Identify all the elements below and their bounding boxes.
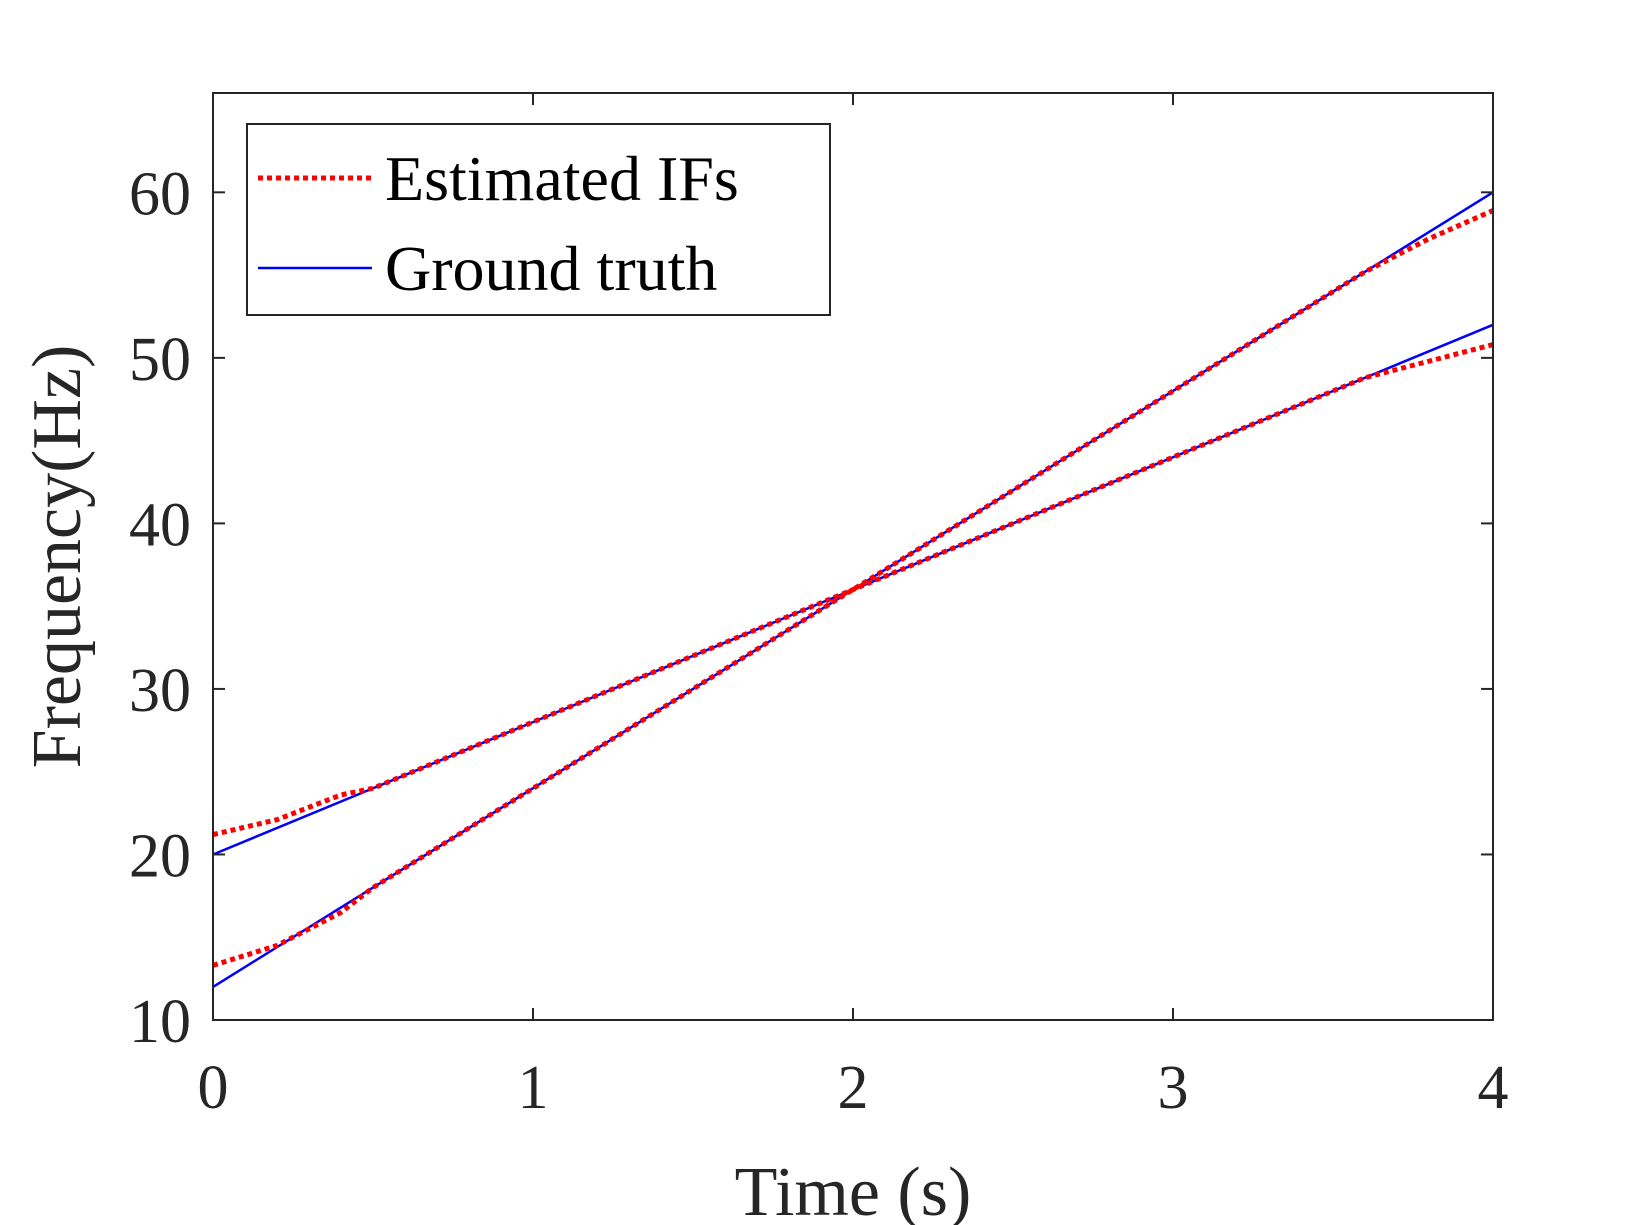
x-tick-label: 2 bbox=[838, 1054, 869, 1122]
x-tick-label: 4 bbox=[1478, 1054, 1509, 1122]
x-tick-label: 3 bbox=[1158, 1054, 1189, 1122]
x-tick-label: 0 bbox=[198, 1054, 229, 1122]
y-tick-label: 60 bbox=[129, 160, 191, 228]
legend-box bbox=[246, 123, 831, 316]
y-axis-title: Frequency(Hz) bbox=[19, 345, 96, 769]
legend-label-ground-truth: Ground truth bbox=[385, 233, 717, 304]
x-axis-title: Time (s) bbox=[735, 1154, 972, 1225]
legend: Estimated IFs Ground truth bbox=[246, 123, 831, 316]
estimated-if-line-1 bbox=[212, 208, 1495, 968]
y-tick-label: 30 bbox=[129, 657, 191, 725]
y-tick-label: 20 bbox=[129, 822, 191, 890]
plot-area bbox=[212, 191, 1495, 988]
y-tick-label: 10 bbox=[129, 988, 191, 1056]
estimated-if-line-2 bbox=[212, 342, 1494, 838]
y-tick-label: 50 bbox=[129, 326, 191, 394]
legend-label-estimated: Estimated IFs bbox=[385, 143, 739, 214]
axis-ticks: 0 1 2 3 4 10 20 30 40 50 60 bbox=[129, 93, 1509, 1122]
x-tick-label: 1 bbox=[518, 1054, 549, 1122]
y-tick-label: 40 bbox=[129, 491, 191, 559]
